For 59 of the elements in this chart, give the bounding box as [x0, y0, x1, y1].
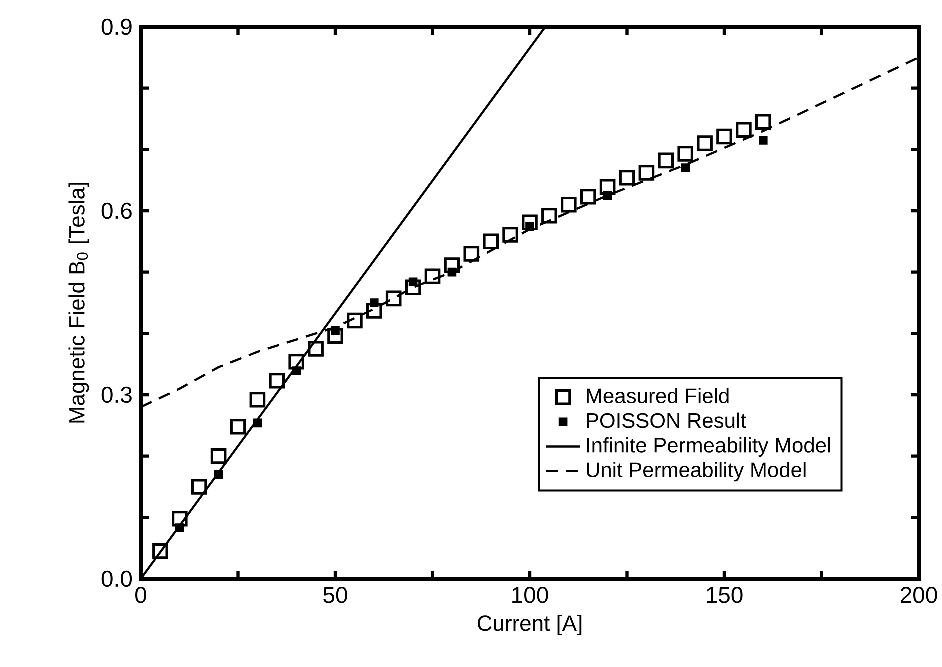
point — [328, 328, 344, 344]
y-tick-label: 0.9 — [102, 18, 132, 36]
point — [253, 418, 262, 428]
x-tick-label: 0 — [136, 587, 146, 604]
legend-label: Measured Field — [587, 388, 729, 404]
point — [658, 152, 674, 169]
y-axis-title: Magnetic Field B$_{0}$ [Tesla] — [68, 182, 90, 423]
point — [214, 470, 224, 480]
y-tick-label: 0.3 — [102, 386, 132, 404]
point — [542, 208, 558, 224]
x-axis-title: Current [A] — [478, 615, 582, 636]
point — [522, 214, 538, 231]
point — [176, 524, 184, 532]
legend-label: POISSON Result — [587, 412, 746, 428]
point — [308, 341, 324, 357]
point — [292, 366, 301, 376]
point — [600, 179, 616, 195]
point — [678, 146, 694, 162]
point — [561, 196, 577, 213]
point — [526, 222, 534, 232]
point — [603, 191, 612, 200]
x-tick-label: 50 — [324, 587, 348, 604]
point — [681, 164, 690, 172]
point — [386, 290, 402, 307]
legend-label: Unit Permeability Model — [587, 462, 806, 482]
x-tick-label: 150 — [707, 587, 743, 604]
point — [697, 136, 713, 152]
point — [716, 128, 732, 145]
point — [191, 479, 208, 495]
point — [756, 114, 772, 130]
point — [347, 312, 363, 329]
legend-label: Infinite Permeability Model — [587, 437, 830, 458]
x-tick-label: 100 — [512, 587, 548, 604]
point — [250, 392, 266, 408]
point — [172, 510, 188, 527]
point — [331, 326, 340, 335]
point — [152, 543, 168, 560]
point — [405, 280, 422, 296]
point — [502, 227, 518, 243]
point — [230, 418, 246, 435]
point — [366, 303, 382, 319]
y-tick-label: 0.6 — [102, 202, 132, 220]
point — [424, 268, 441, 285]
point — [736, 122, 752, 138]
y-tick-label: 0.0 — [102, 570, 132, 588]
point — [759, 136, 768, 145]
point — [444, 258, 460, 274]
point — [464, 246, 480, 262]
point — [619, 170, 636, 186]
point — [288, 354, 305, 370]
point — [269, 372, 286, 389]
point — [408, 278, 418, 287]
point — [580, 188, 596, 205]
x-tick-label: 200 — [900, 587, 938, 604]
point — [638, 165, 655, 181]
point — [210, 448, 227, 464]
point — [370, 298, 379, 308]
point — [448, 268, 457, 277]
point — [483, 234, 500, 250]
